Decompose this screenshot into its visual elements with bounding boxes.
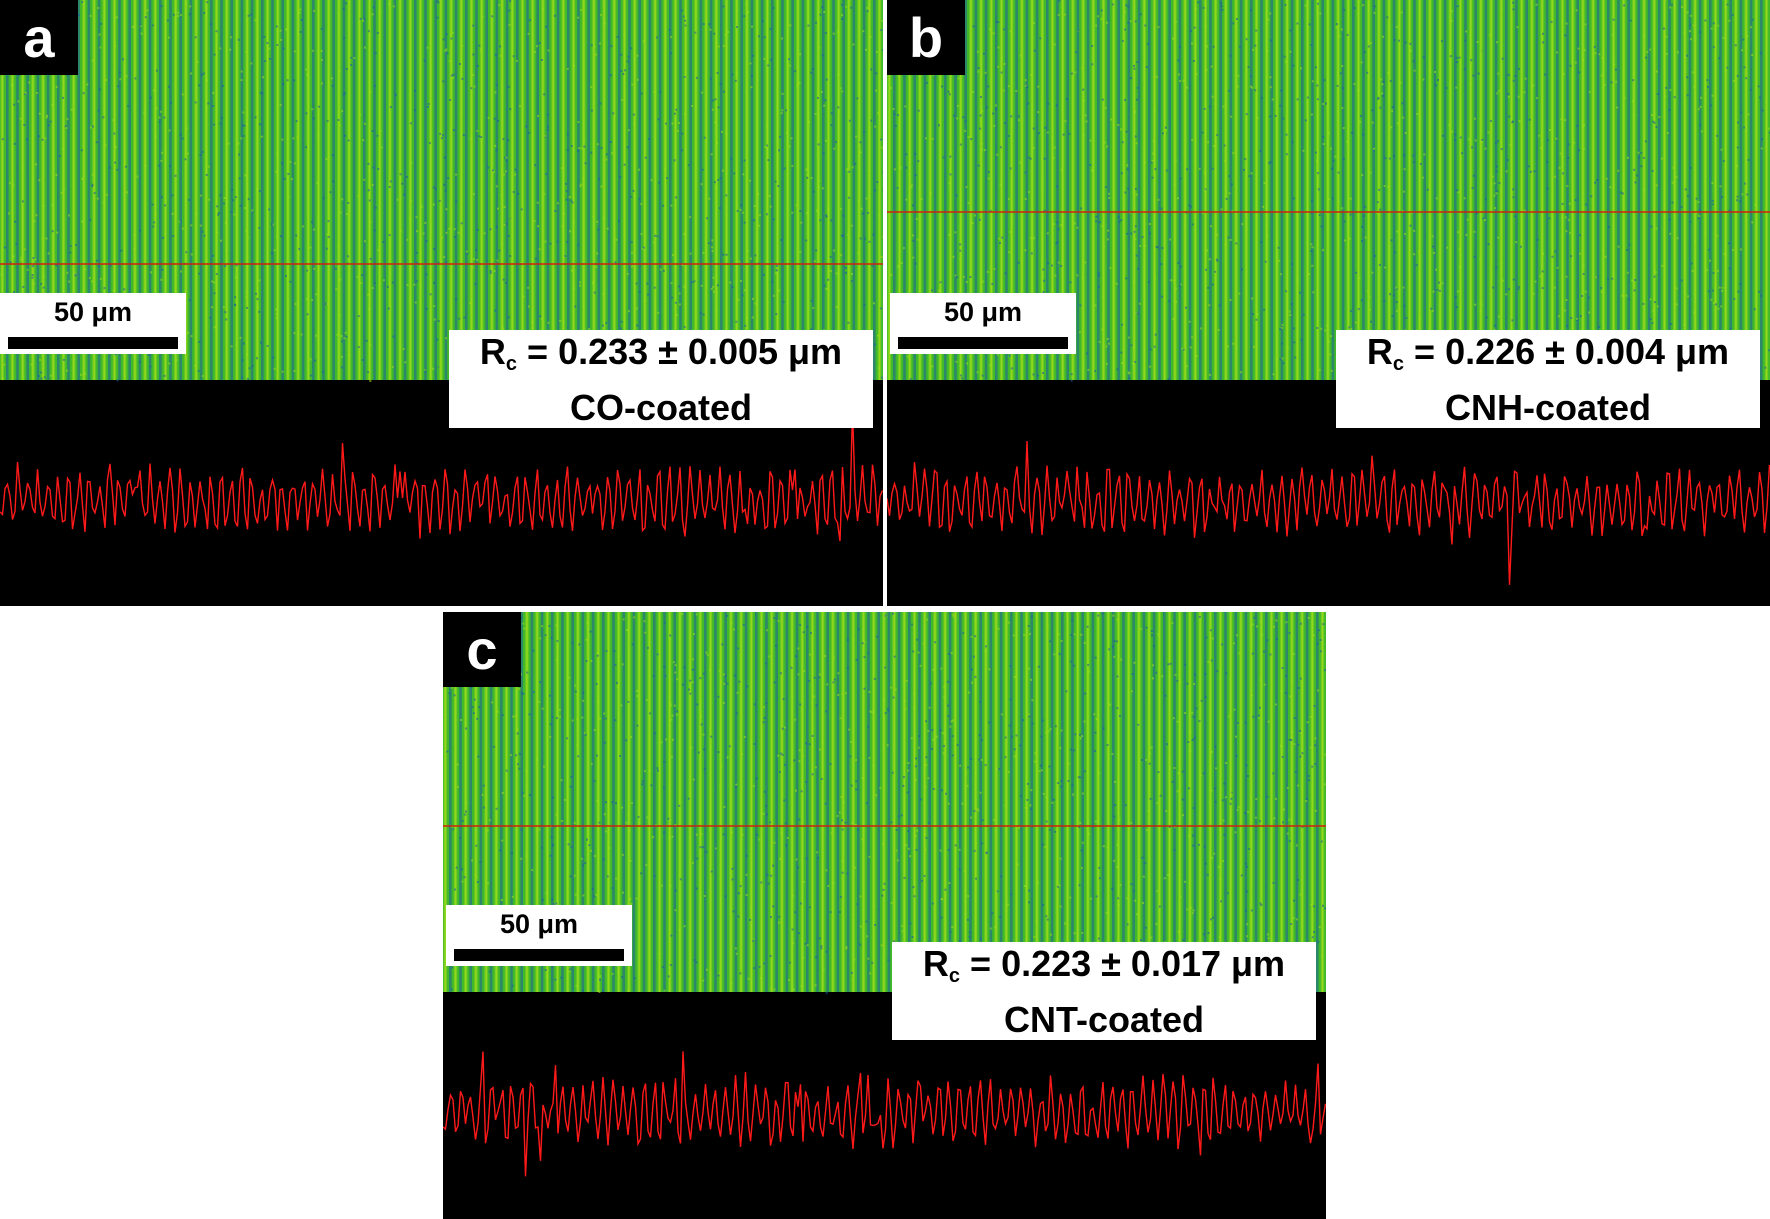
stripe-image xyxy=(443,612,1326,994)
roughness-value: Rc = 0.233 ± 0.005 μm xyxy=(479,331,843,375)
stripe-image xyxy=(0,0,883,382)
scale-bar: 50 μm xyxy=(890,293,1076,354)
surface-scan-a xyxy=(0,0,883,542)
sample-label: CO-coated xyxy=(569,387,753,428)
roughness-box: Rc = 0.226 ± 0.004 μm CNH-coated xyxy=(1336,330,1760,428)
panel-b: b 50 μm Rc = 0.226 ± 0.004 μm CNH-coated xyxy=(887,0,1770,606)
panel-c: c 50 μm Rc = 0.223 ± 0.017 μm CNT-coated xyxy=(443,612,1326,1219)
roughness-box: Rc = 0.223 ± 0.017 μm CNT-coated xyxy=(892,942,1316,1040)
roughness-box: Rc = 0.233 ± 0.005 μm CO-coated xyxy=(449,330,873,428)
scale-bar: 50 μm xyxy=(446,905,632,966)
panel-a: a 50 μm Rc = 0.233 ± 0.005 μm CO-coated xyxy=(0,0,883,606)
roughness-value: Rc = 0.226 ± 0.004 μm xyxy=(1366,331,1730,375)
scale-bar-line xyxy=(454,949,624,961)
panel-letter: b xyxy=(887,0,965,75)
scale-bar-label: 50 μm xyxy=(499,909,579,939)
panel-letter: c xyxy=(443,612,521,687)
profile-trace xyxy=(887,440,1770,585)
profile-trace xyxy=(443,1051,1326,1177)
scale-bar-line xyxy=(8,337,178,349)
sample-label: CNT-coated xyxy=(1003,999,1205,1040)
scale-bar: 50 μm xyxy=(0,293,186,354)
sample-label: CNH-coated xyxy=(1444,387,1651,428)
scale-bar-line xyxy=(898,337,1068,349)
scale-bar-label: 50 μm xyxy=(53,297,133,327)
scale-bar-label: 50 μm xyxy=(943,297,1023,327)
roughness-value: Rc = 0.223 ± 0.017 μm xyxy=(922,943,1286,987)
surface-scan-c xyxy=(443,612,1326,1177)
panel-letter: a xyxy=(0,0,78,75)
profile-trace xyxy=(0,409,883,542)
